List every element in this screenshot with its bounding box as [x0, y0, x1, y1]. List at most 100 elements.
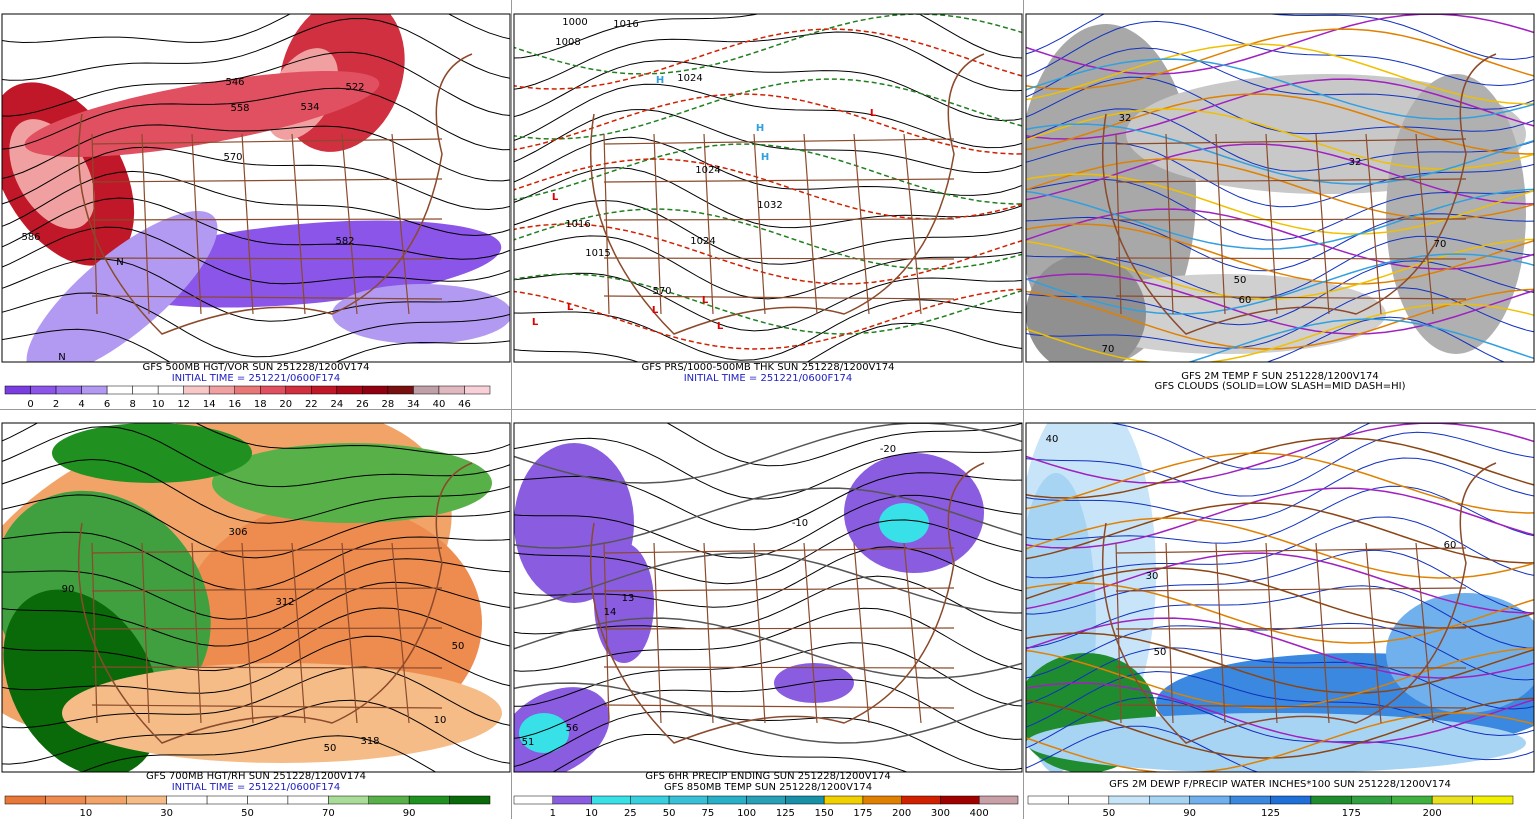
- contour: [514, 575, 1022, 635]
- map-label: 13: [622, 593, 635, 604]
- state-border: [853, 542, 870, 724]
- colorbar-swatch: [746, 795, 786, 805]
- colorbar-swatch: [30, 385, 57, 395]
- isoline: [514, 223, 1022, 285]
- colorbar-label: 24: [330, 399, 343, 410]
- map-frame: [1025, 422, 1535, 773]
- colorbar-label: 200: [892, 808, 911, 819]
- state-border: [191, 133, 202, 315]
- map-panel: 40 30 60 50: [1026, 423, 1534, 772]
- state-border: [1365, 133, 1382, 315]
- contour: [2, 699, 510, 765]
- colorbar-swatch: [1351, 795, 1393, 805]
- coastline: [77, 462, 473, 744]
- state-border: [653, 133, 662, 315]
- colorbar-swatch: [234, 385, 261, 395]
- state-border: [853, 133, 870, 315]
- colorbar-swatch: [1189, 795, 1231, 805]
- map-label: L: [702, 295, 709, 306]
- state-border: [241, 542, 254, 724]
- shaded-region: [1026, 713, 1526, 772]
- colorbar-swatch: [513, 795, 554, 805]
- state-border: [603, 133, 610, 315]
- state-border: [1115, 542, 1122, 724]
- state-border: [1115, 587, 1467, 592]
- contour: [1026, 431, 1534, 497]
- shaded-region: [1026, 254, 1146, 362]
- contour: [1026, 260, 1534, 326]
- contour: [2, 423, 510, 455]
- map-label: 522: [345, 82, 364, 93]
- state-border: [1365, 542, 1382, 724]
- contour: [2, 197, 510, 260]
- colorbar-label: 16: [228, 399, 241, 410]
- map-label: 50: [324, 743, 337, 754]
- isoline: [514, 423, 1022, 484]
- colorbar-swatch: [183, 385, 210, 395]
- map-label: -20: [880, 444, 896, 455]
- state-border: [603, 178, 955, 183]
- colorbar-label: 75: [701, 808, 714, 819]
- map-label: -10: [792, 518, 808, 529]
- colorbar-swatch: [208, 385, 235, 395]
- map-label: 51: [522, 737, 535, 748]
- colorbar-label: 6: [104, 399, 110, 410]
- colorbar-swatch: [1027, 795, 1069, 805]
- contour: [2, 607, 510, 672]
- colorbar-swatch: [630, 795, 670, 805]
- colorbar-swatch: [45, 795, 87, 805]
- contour: [2, 124, 510, 182]
- map-label: 1032: [757, 200, 782, 211]
- contour: [1026, 235, 1534, 300]
- map-label: 1024: [690, 236, 715, 247]
- map-panel: 546 558 534 522 570 582 586 N N: [2, 14, 510, 362]
- colorbar-swatch: [1149, 795, 1190, 805]
- colorbar-swatch: [1472, 795, 1514, 805]
- map-label: 1000: [562, 17, 587, 28]
- contour: [666, 423, 1022, 467]
- caption: GFS 850MB TEMP SUN 251228/1200V174: [664, 782, 872, 793]
- contour: [514, 607, 1022, 672]
- map-frame: [1, 422, 511, 773]
- state-border: [903, 542, 922, 724]
- colorbar-label: 70: [322, 808, 335, 819]
- colorbar-swatch: [552, 795, 592, 805]
- map-label: L: [870, 108, 877, 119]
- map-label: 14: [604, 607, 617, 618]
- contour: [514, 235, 1022, 300]
- caption: INITIAL TIME = 251221/0600F174: [172, 782, 341, 793]
- map-label: 1008: [555, 37, 580, 48]
- coastline: [589, 462, 985, 744]
- state-border: [603, 587, 955, 592]
- colorbar-swatch: [668, 795, 709, 805]
- state-border: [603, 666, 955, 669]
- state-border: [1315, 133, 1330, 315]
- colorbar-label: 34: [407, 399, 420, 410]
- state-border: [753, 542, 766, 724]
- isoline: [1026, 28, 1534, 90]
- shaded-region: [879, 503, 929, 543]
- colorbar-swatch: [85, 795, 127, 805]
- isoline: [1026, 288, 1534, 350]
- shaded-region: [594, 543, 654, 663]
- caption: INITIAL TIME = 251221/0600F174: [684, 373, 853, 384]
- colorbar-swatch: [287, 795, 329, 805]
- map-frame: [1025, 13, 1535, 363]
- map-label: 90: [62, 584, 75, 595]
- map-label: 50: [1234, 275, 1247, 286]
- state-border: [603, 295, 955, 300]
- state-border: [1115, 704, 1467, 709]
- contour: [1026, 725, 1534, 772]
- isoline: [1026, 682, 1534, 744]
- colorbar-swatch: [55, 385, 82, 395]
- colorbar-label: 26: [356, 399, 369, 410]
- shaded-region: [26, 211, 218, 362]
- colorbar-swatch: [166, 795, 208, 805]
- colorbar-swatch: [862, 795, 902, 805]
- colorbar-swatch: [368, 795, 410, 805]
- contour: [514, 322, 1022, 362]
- colorbar-label: 100: [737, 808, 756, 819]
- caption: GFS 500MB HGT/VOR SUN 251228/1200V174: [143, 362, 370, 373]
- colorbar-label: 0: [27, 399, 33, 410]
- contour: [2, 558, 510, 620]
